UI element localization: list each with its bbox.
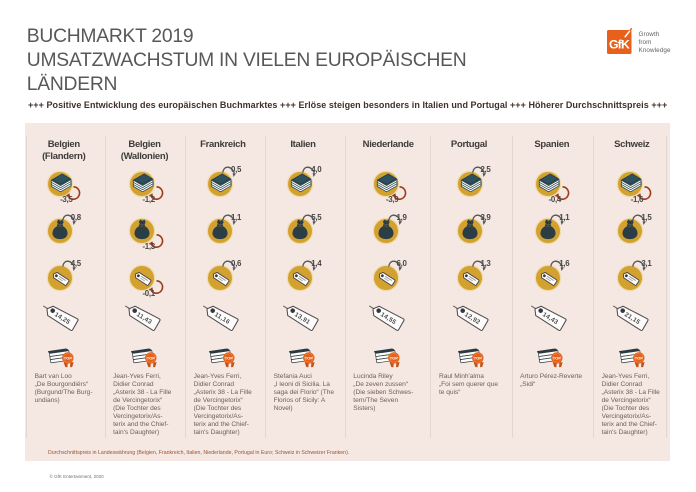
svg-text:GfK: GfK xyxy=(609,38,630,52)
